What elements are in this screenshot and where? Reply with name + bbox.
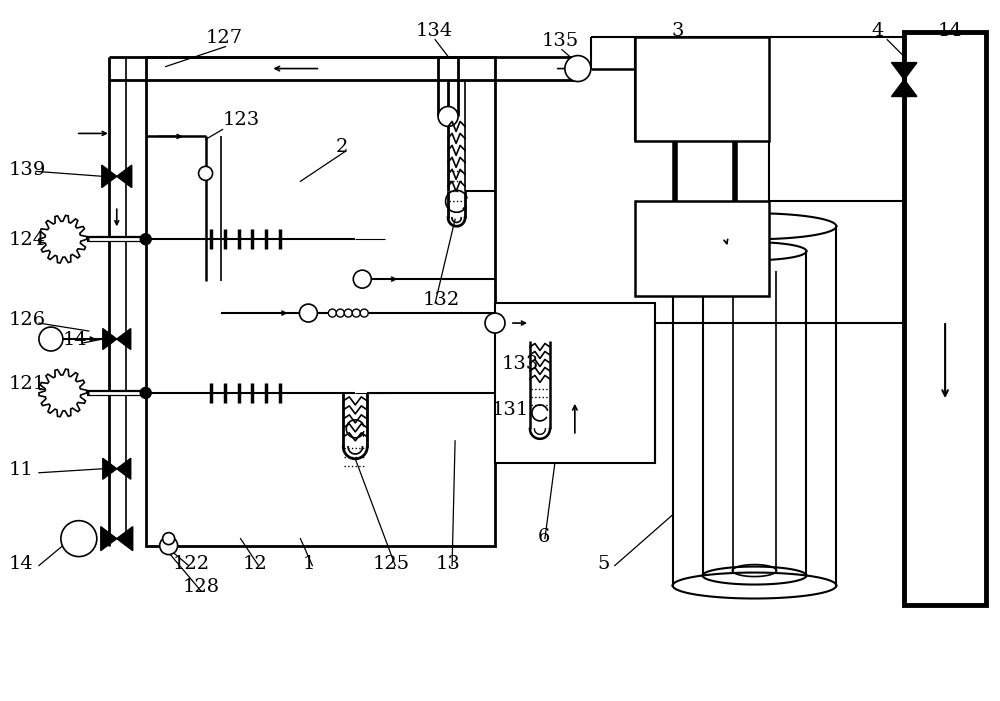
Polygon shape — [117, 329, 131, 350]
Text: 139: 139 — [9, 161, 46, 179]
Circle shape — [299, 304, 317, 322]
Text: 124: 124 — [9, 231, 46, 249]
Polygon shape — [39, 369, 87, 416]
Bar — [635, 201, 769, 296]
Text: 6: 6 — [538, 528, 550, 545]
Circle shape — [438, 107, 458, 126]
Text: 11: 11 — [9, 461, 34, 479]
Text: 13: 13 — [435, 554, 460, 573]
Circle shape — [336, 309, 344, 317]
Text: 131: 131 — [492, 401, 529, 419]
Text: 122: 122 — [173, 554, 210, 573]
Polygon shape — [103, 458, 117, 479]
Text: 14: 14 — [937, 22, 962, 40]
Polygon shape — [117, 165, 132, 188]
Circle shape — [565, 55, 591, 81]
Text: 123: 123 — [223, 111, 260, 130]
Circle shape — [39, 327, 63, 351]
Text: 134: 134 — [415, 22, 452, 40]
Circle shape — [353, 270, 371, 288]
Text: 135: 135 — [542, 32, 579, 50]
Polygon shape — [117, 458, 131, 479]
Circle shape — [199, 166, 213, 180]
Circle shape — [163, 533, 175, 545]
Circle shape — [344, 309, 352, 317]
Circle shape — [328, 309, 336, 317]
Text: 127: 127 — [206, 29, 243, 46]
Text: 2: 2 — [335, 138, 348, 156]
Text: 121: 121 — [9, 375, 46, 393]
Text: 12: 12 — [243, 554, 267, 573]
Circle shape — [140, 233, 151, 245]
Bar — [495, 303, 655, 463]
Text: 132: 132 — [422, 291, 459, 309]
Bar — [146, 57, 495, 545]
Text: 14: 14 — [63, 331, 88, 349]
Text: 128: 128 — [183, 578, 220, 596]
Text: 4: 4 — [871, 22, 884, 40]
Bar — [73, 227, 85, 251]
Bar — [904, 32, 986, 606]
Circle shape — [140, 388, 151, 398]
Text: 5: 5 — [598, 554, 610, 573]
Polygon shape — [891, 62, 917, 79]
Polygon shape — [891, 79, 917, 97]
Polygon shape — [101, 526, 117, 550]
Circle shape — [61, 521, 97, 557]
Polygon shape — [103, 329, 117, 350]
Bar — [635, 36, 769, 142]
Bar — [73, 381, 85, 405]
Text: 126: 126 — [9, 311, 46, 329]
Text: 14: 14 — [9, 554, 34, 573]
Text: 1: 1 — [302, 554, 315, 573]
Polygon shape — [117, 526, 133, 550]
Text: 125: 125 — [372, 554, 409, 573]
Circle shape — [160, 537, 178, 554]
Polygon shape — [39, 215, 87, 263]
Text: 133: 133 — [502, 355, 539, 373]
Circle shape — [360, 309, 368, 317]
Polygon shape — [102, 165, 117, 188]
Circle shape — [485, 313, 505, 333]
Text: 3: 3 — [672, 22, 684, 40]
Circle shape — [352, 309, 360, 317]
